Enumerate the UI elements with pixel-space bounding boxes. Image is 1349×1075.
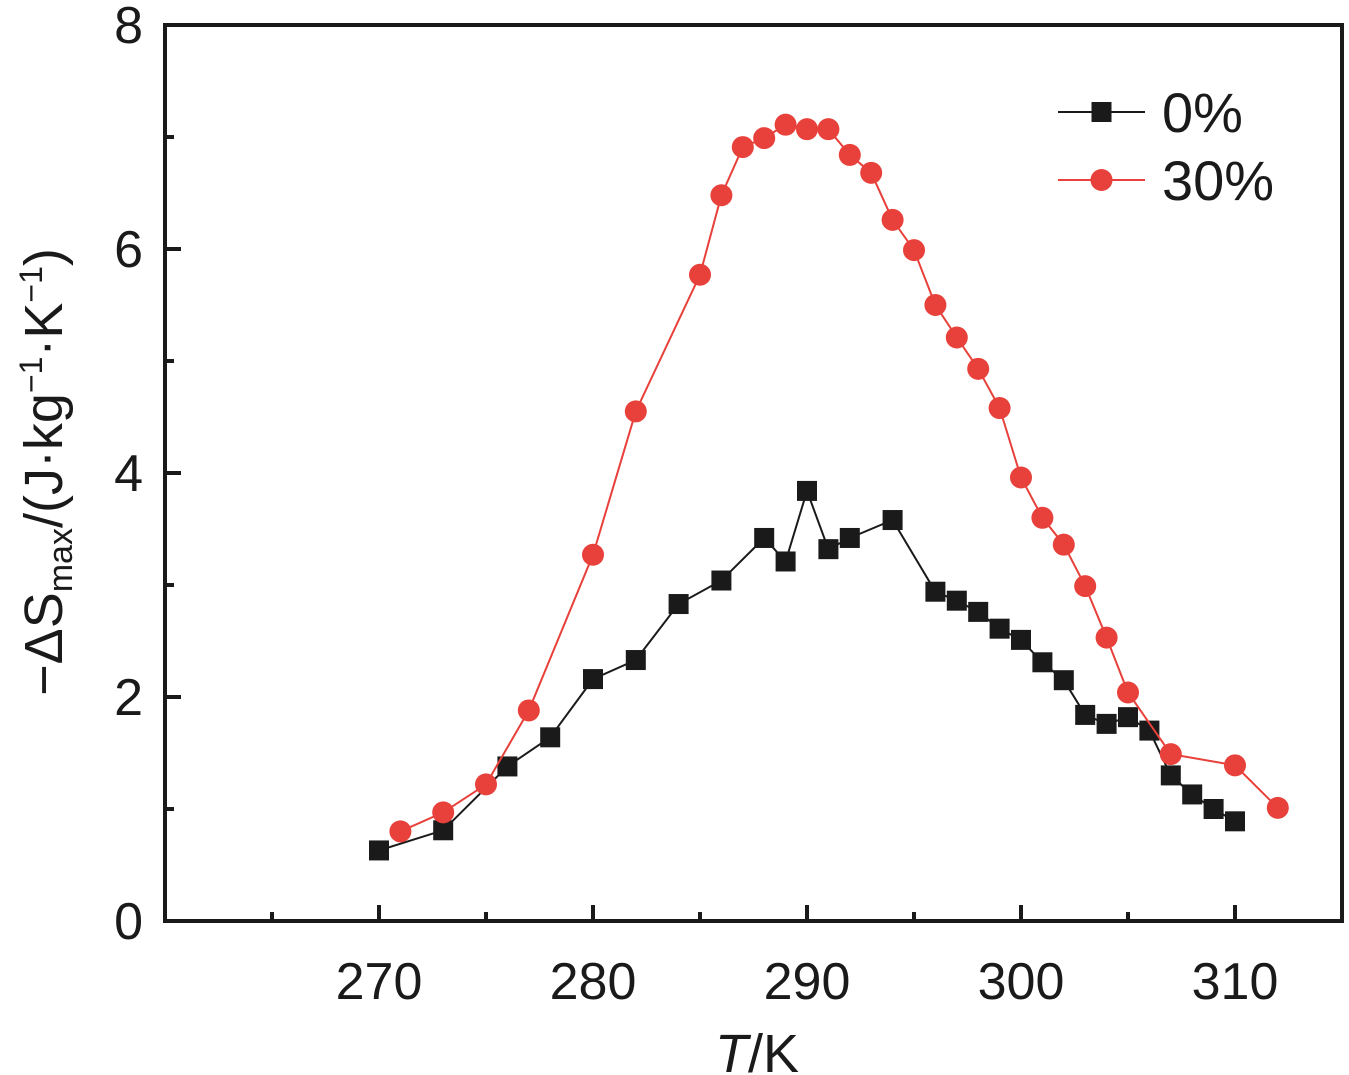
data-point [1182,784,1203,805]
y-axis-title-subscript: max [42,528,80,592]
data-point [839,527,860,548]
data-point [625,650,646,671]
legend-label: 30% [1162,149,1274,212]
data-point [1224,754,1246,777]
data-point [1203,799,1224,819]
data-point [1159,743,1182,766]
data-point [668,594,689,615]
y-axis-title-superscript-1: −1 [13,357,49,393]
data-point [710,184,733,207]
data-point [1032,652,1053,673]
x-tick-label: 270 [336,953,423,1011]
data-point [945,326,968,349]
legend-label: 0% [1162,81,1243,144]
x-axis-title: T/K [715,1024,799,1075]
data-point [389,820,412,843]
data-point [818,539,839,560]
y-axis-title-middle-1: /(J·kg [14,393,74,528]
data-point [924,294,947,316]
ticks-layer: 270 280 290 300 310 0 2 4 6 8 [114,0,1278,1011]
data-point [817,118,840,141]
data-point [946,590,967,611]
y-axis-title-suffix: ) [14,248,74,266]
data-point [1010,466,1032,489]
data-point [711,570,732,591]
data-point [925,581,946,602]
x-tick-label: 300 [978,953,1065,1011]
y-axis-title-prefix: −ΔS [14,592,74,696]
data-point [1053,670,1074,691]
legend: 0%30% [1058,81,1274,212]
data-point [988,397,1011,420]
data-point [1031,506,1054,529]
x-tick-label: 290 [764,953,851,1011]
data-point [1118,707,1138,728]
legend-marker [1091,102,1112,122]
data-point [1074,575,1097,598]
data-point [1225,811,1245,832]
legend-entry: 0% [1058,81,1243,144]
data-point [881,208,904,231]
data-point [369,840,389,861]
y-tick-label: 0 [114,893,143,951]
data-point [1139,720,1160,741]
series-0 [369,480,1245,861]
y-tick-label: 8 [114,0,143,55]
x-axis-title-italic: T [715,1024,752,1075]
x-tick-label: 280 [550,953,637,1011]
data-point [989,618,1010,639]
data-point [517,699,540,722]
data-point [432,801,455,824]
data-point [497,756,518,777]
data-point [754,527,775,548]
y-tick-label: 2 [114,669,143,727]
data-point [753,127,776,150]
series-layer [369,113,1289,861]
data-point [433,820,454,841]
data-point [775,551,796,572]
data-point [967,357,990,380]
data-point [796,118,818,141]
legend-entry: 30% [1058,149,1274,212]
data-point [583,669,603,690]
y-axis-title-superscript-2: −1 [13,266,49,302]
y-axis-title: −ΔSmax/(J·kg−1·K−1) [13,248,80,696]
data-point [1011,629,1031,650]
data-point [968,601,989,622]
series-1 [389,113,1289,843]
data-point [1095,626,1118,649]
data-point [475,773,497,796]
data-point [1096,713,1117,734]
x-tick-label: 310 [1192,953,1279,1011]
data-point [1160,765,1181,786]
data-point [731,136,754,159]
data-point [689,263,711,286]
data-point [838,143,861,166]
data-point [903,239,925,262]
data-point [1075,704,1096,725]
data-point [1266,796,1289,819]
data-point [582,543,604,566]
data-point [797,480,817,501]
data-point [540,727,561,748]
data-point [624,400,647,423]
y-tick-label: 4 [114,445,143,503]
y-axis-title-middle-2: ·K [14,303,74,357]
data-point [860,161,883,184]
x-axis-title-unit: /K [748,1024,799,1075]
y-tick-label: 6 [114,221,143,279]
data-point [1117,681,1139,704]
data-point [882,510,903,531]
legend-marker [1090,169,1113,191]
data-point [774,113,797,136]
data-point [1052,533,1075,556]
